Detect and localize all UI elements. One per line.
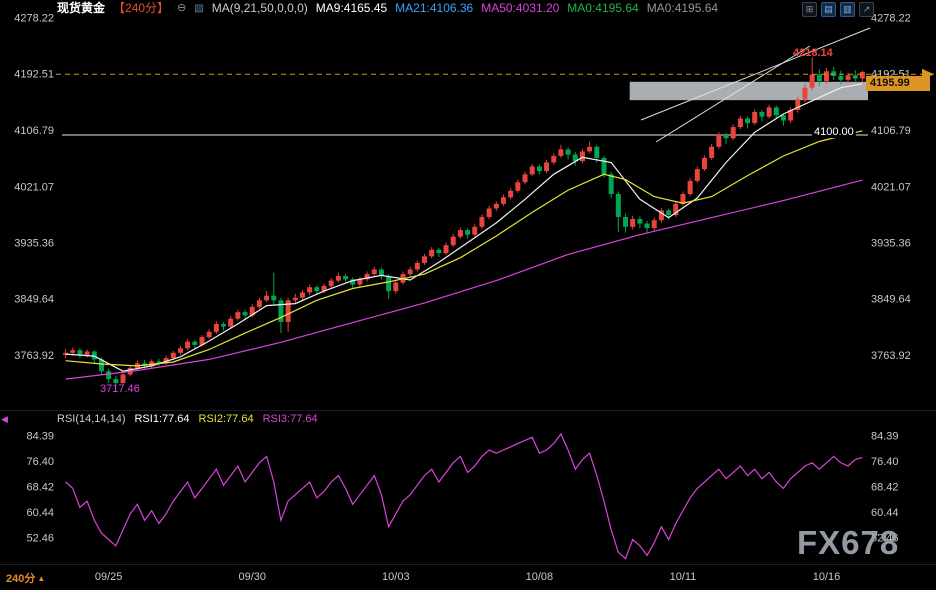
svg-text:3763.92: 3763.92	[871, 350, 911, 362]
rsi2-value: RSI2:77.64	[198, 413, 254, 425]
rsi3-value: RSI3:77.64	[262, 413, 318, 425]
svg-text:52.46: 52.46	[26, 533, 54, 545]
swing-low-label: 3717.46	[100, 383, 140, 395]
rsi-settings-label[interactable]: RSI(14,14,14)	[57, 413, 126, 425]
panel-collapse-marker[interactable]: ◀	[1, 414, 8, 424]
panel-separators	[0, 410, 936, 565]
ma9-value: MA9:4165.45	[315, 1, 388, 15]
ma21-value: MA21:4106.36	[395, 1, 474, 15]
svg-text:3935.36: 3935.36	[871, 237, 911, 249]
svg-text:4106.79: 4106.79	[871, 125, 911, 137]
collapse-icon[interactable]: ⊖	[177, 2, 187, 14]
svg-text:4192.51: 4192.51	[14, 69, 54, 81]
symbol-title: 现货黄金	[57, 1, 106, 15]
svg-text:3935.36: 3935.36	[14, 237, 54, 249]
level-4100-label: 4100.00	[812, 126, 856, 138]
trendlines	[640, 27, 871, 143]
expand-arrow-icon: ▲	[37, 573, 46, 583]
svg-text:60.44: 60.44	[26, 507, 54, 519]
ma0-value-2: MA0:4195.64	[646, 1, 719, 15]
candles-layer	[63, 57, 865, 386]
moving-averages	[65, 83, 863, 380]
resistance-zone	[629, 81, 868, 101]
rsi-line	[65, 432, 863, 560]
svg-text:84.39: 84.39	[26, 431, 54, 443]
ma50-value: MA50:4031.20	[481, 1, 560, 15]
panel-stack-icon[interactable]: ▥	[840, 2, 855, 17]
rsi-header: RSI(14,14,14) RSI1:77.64 RSI2:77.64 RSI3…	[57, 413, 318, 425]
svg-text:10/16: 10/16	[813, 571, 841, 583]
svg-text:4278.22: 4278.22	[14, 13, 54, 25]
svg-text:10/08: 10/08	[526, 571, 554, 583]
svg-text:4106.79: 4106.79	[14, 125, 54, 137]
last-price-dashed-line	[56, 68, 934, 80]
svg-text:4021.07: 4021.07	[871, 181, 911, 193]
svg-text:52.46: 52.46	[871, 533, 899, 545]
indicator-icon[interactable]: ▧	[194, 3, 204, 14]
watermark: FX678	[797, 524, 900, 561]
svg-text:4021.07: 4021.07	[14, 181, 54, 193]
svg-text:10/11: 10/11	[670, 571, 697, 583]
last-price-tag: 4195.99	[866, 76, 930, 91]
svg-text:84.39: 84.39	[871, 431, 899, 443]
layout-grid-icon[interactable]: ⊞	[802, 2, 817, 17]
svg-text:76.40: 76.40	[871, 456, 899, 468]
chart-toolbar: ⊞ ▤ ▥ ↗	[802, 2, 874, 17]
svg-text:09/30: 09/30	[238, 571, 266, 583]
svg-text:60.44: 60.44	[871, 507, 899, 519]
svg-text:3849.64: 3849.64	[871, 294, 911, 306]
swing-high-label: 4218.14	[793, 47, 833, 59]
svg-text:4278.22: 4278.22	[871, 13, 911, 25]
timeframe-footer[interactable]: 240分 ▲	[6, 570, 45, 586]
ma0-value: MA0:4195.64	[567, 1, 639, 15]
rsi1-value: RSI1:77.64	[134, 413, 190, 425]
svg-text:3763.92: 3763.92	[14, 350, 54, 362]
trend-arrow-icon[interactable]: ↗	[859, 2, 874, 17]
panel-split-icon[interactable]: ▤	[821, 2, 836, 17]
svg-text:68.42: 68.42	[871, 482, 899, 494]
svg-text:3849.64: 3849.64	[14, 294, 54, 306]
footer-timeframe-label: 240分	[6, 573, 36, 585]
chart-header: 现货黄金 【240分】 ⊖ ▧ MA(9,21,50,0,0,0) MA9:41…	[57, 1, 718, 16]
svg-text:09/25: 09/25	[95, 571, 123, 583]
svg-text:76.40: 76.40	[26, 456, 54, 468]
svg-text:10/03: 10/03	[382, 571, 410, 583]
svg-text:68.42: 68.42	[26, 482, 54, 494]
ma-settings-label[interactable]: MA(9,21,50,0,0,0)	[211, 1, 308, 15]
timeframe-label[interactable]: 【240分】	[113, 1, 170, 15]
